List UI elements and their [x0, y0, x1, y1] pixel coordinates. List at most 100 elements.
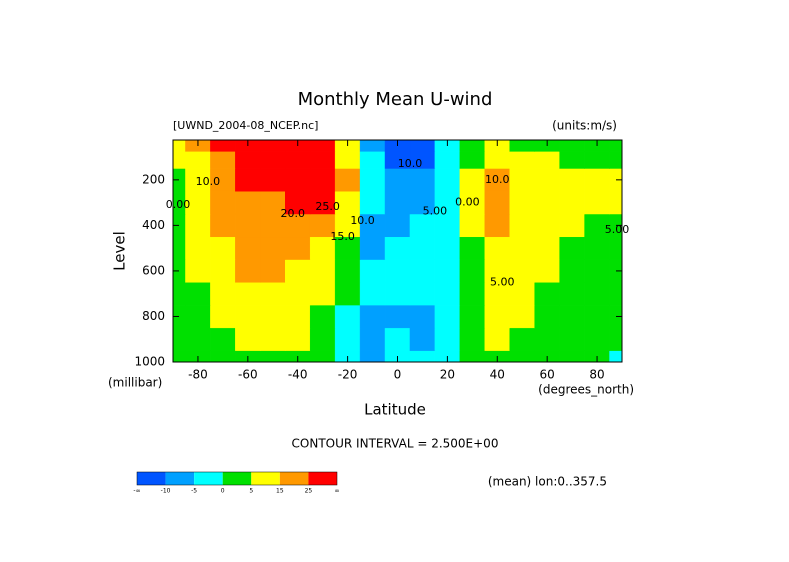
contour-cell	[235, 259, 261, 283]
contour-cell	[409, 236, 436, 260]
contour-cell	[609, 350, 623, 363]
contour-cell	[384, 236, 411, 260]
contour-cell	[309, 151, 336, 169]
contour-cell	[359, 304, 386, 329]
contour-cell	[484, 151, 510, 169]
contour-cell	[235, 168, 261, 192]
contour-cell	[235, 190, 261, 215]
contour-cell	[309, 168, 336, 192]
contour-label: 5.00	[423, 205, 448, 218]
contour-cell	[285, 304, 311, 329]
contour-cell	[285, 151, 311, 169]
contour-label: 15.0	[330, 230, 355, 243]
contour-cell	[172, 282, 186, 306]
contour-cell	[285, 236, 311, 260]
x-tick-label: -80	[188, 368, 208, 382]
contour-label: 10.0	[485, 173, 510, 186]
contour-cell	[359, 327, 386, 351]
contour-cell	[359, 190, 386, 215]
contour-cell	[185, 151, 211, 169]
contour-cell	[185, 259, 211, 283]
contour-cell	[309, 350, 336, 363]
contour-label: 10.0	[398, 157, 423, 170]
colorbar-swatch	[194, 472, 223, 485]
contour-cell	[584, 236, 610, 260]
contour-cell	[210, 236, 236, 260]
contour-cell	[309, 259, 336, 283]
contour-cell	[210, 350, 236, 363]
subtitle: [UWND_2004-08_NCEP.nc]	[173, 119, 318, 132]
contour-cell	[185, 282, 211, 306]
x-axis-label: Latitude	[364, 401, 426, 419]
y-units: (millibar)	[108, 376, 162, 390]
contour-cell	[484, 327, 510, 351]
contour-cell	[260, 282, 286, 306]
contour-cell	[172, 139, 186, 152]
contour-cell	[210, 151, 236, 169]
contour-label: 25.0	[315, 200, 340, 213]
contour-cell	[260, 259, 286, 283]
contour-cell	[210, 213, 236, 238]
contour-cell	[434, 151, 461, 169]
contour-cell	[359, 259, 386, 283]
contour-cell	[409, 350, 436, 363]
contour-cell	[509, 151, 535, 169]
contour-cell	[384, 213, 411, 238]
contour-cell	[534, 282, 560, 306]
contour-cell	[559, 282, 585, 306]
contour-cell	[309, 139, 336, 152]
contour-cell	[434, 259, 461, 283]
y-tick-label: 800	[142, 309, 165, 323]
contour-cell	[509, 213, 535, 238]
contour-cell	[509, 190, 535, 215]
contour-cell	[534, 259, 560, 283]
contour-cell	[459, 259, 486, 283]
contour-cell	[459, 151, 486, 169]
contour-cell	[459, 350, 486, 363]
y-tick-label: 200	[142, 172, 165, 186]
contour-cell	[235, 151, 261, 169]
contour-cell	[210, 139, 236, 152]
y-axis-label: Level	[111, 231, 129, 271]
contour-cell	[185, 236, 211, 260]
colorbar-tick-label: -10	[161, 488, 171, 495]
contour-cell	[285, 168, 311, 192]
contour-cell	[260, 236, 286, 260]
colorbar-swatch	[222, 472, 252, 485]
contour-cell	[459, 168, 486, 192]
x-tick-label: 20	[440, 368, 455, 382]
contour-cell	[210, 282, 236, 306]
x-tick-label: 80	[589, 368, 604, 382]
contour-cell	[559, 304, 585, 329]
contour-cell	[172, 236, 186, 260]
contour-label: 20.0	[280, 207, 305, 220]
contour-cell	[384, 304, 411, 329]
contour-cell	[559, 259, 585, 283]
contour-interval: CONTOUR INTERVAL = 2.500E+00	[292, 437, 499, 451]
x-tick-label: -60	[238, 368, 258, 382]
contour-cell	[584, 168, 610, 192]
contour-cell	[359, 139, 386, 152]
contour-cell	[559, 327, 585, 351]
contour-cell	[260, 327, 286, 351]
contour-cell	[559, 350, 585, 363]
contour-cell	[409, 259, 436, 283]
contour-label: 5.00	[605, 223, 630, 236]
contour-cell	[334, 282, 361, 306]
contour-cell	[384, 327, 411, 351]
contour-cell	[609, 327, 623, 351]
contour-cell	[609, 190, 623, 215]
contour-cell	[484, 236, 510, 260]
x-units: (degrees_north)	[538, 383, 634, 397]
contour-cell	[334, 304, 361, 329]
contour-cell	[172, 327, 186, 351]
contour-cell	[609, 282, 623, 306]
contour-cell	[459, 304, 486, 329]
contour-cell	[534, 190, 560, 215]
contour-cell	[359, 236, 386, 260]
y-tick-label: 600	[142, 263, 165, 277]
colorbar-tick-label: ∞	[335, 488, 340, 495]
contour-cell	[509, 304, 535, 329]
contour-cell	[185, 327, 211, 351]
